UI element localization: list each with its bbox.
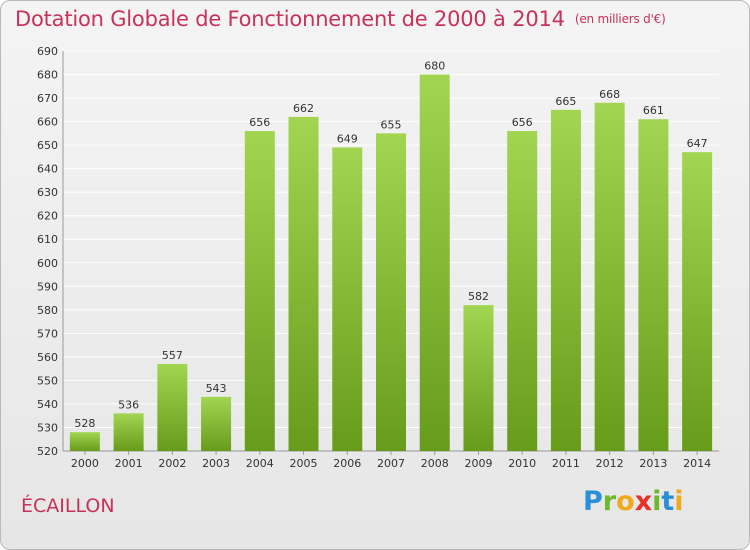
value-label-2001: 536: [118, 398, 139, 411]
bar-2008: [419, 74, 450, 451]
bars: [69, 74, 713, 452]
x-tick-label-2007: 2007: [377, 457, 405, 470]
unit-note: (en milliers d'€): [574, 12, 666, 26]
y-tick-label: 680: [37, 69, 58, 82]
x-tick-label-2013: 2013: [639, 457, 667, 470]
y-tick-label: 540: [37, 398, 58, 411]
bar-2004: [244, 131, 275, 451]
x-tick-label-2005: 2005: [290, 457, 318, 470]
x-tick-label-2009: 2009: [464, 457, 492, 470]
bar-2009: [463, 305, 494, 451]
bar-2000: [69, 432, 100, 451]
y-tick-label: 690: [37, 45, 58, 58]
value-label-2003: 543: [206, 382, 227, 395]
y-tick-label: 590: [37, 280, 58, 293]
value-label-2013: 661: [643, 104, 664, 117]
x-tick-label-2001: 2001: [115, 457, 143, 470]
x-tick-labels: 2000 2001 2002 2003 2004 2005 2006 2007 2008 2009…: [71, 457, 711, 470]
proxiti-logo: Proxiti: [583, 486, 684, 517]
value-label-2014: 647: [687, 137, 708, 150]
value-label-2011: 665: [555, 95, 576, 108]
y-tick-label: 600: [37, 257, 58, 270]
y-tick-labels: 520 530 540 550 560 570 580 590 600 610 620 630 640 6…: [37, 45, 58, 458]
y-tick-label: 550: [37, 374, 58, 387]
y-tick-label: 660: [37, 116, 58, 129]
value-label-2012: 668: [599, 88, 620, 101]
bar-2002: [157, 363, 188, 451]
y-tick-label: 630: [37, 186, 58, 199]
y-tick-label: 650: [37, 139, 58, 152]
x-tick-label-2010: 2010: [508, 457, 536, 470]
commune-name: ÉCAILLON: [21, 495, 115, 517]
bar-2007: [376, 133, 406, 451]
x-tick-label-2000: 2000: [71, 457, 99, 470]
y-tick-label: 620: [37, 210, 58, 223]
bar-2011: [550, 109, 581, 451]
bar-2014: [682, 152, 713, 452]
bar-2013: [638, 119, 669, 451]
y-tick-label: 520: [37, 445, 58, 458]
bar-2005: [288, 116, 319, 451]
bar-2010: [507, 131, 538, 451]
x-tick-label-2004: 2004: [246, 457, 274, 470]
value-label-2002: 557: [162, 349, 183, 362]
value-label-2008: 680: [424, 60, 445, 73]
y-tick-label: 610: [37, 233, 58, 246]
y-tick-label: 530: [37, 421, 58, 434]
y-tick-label: 580: [37, 304, 58, 317]
x-tick-label-2012: 2012: [596, 457, 624, 470]
x-tick-label-2014: 2014: [683, 457, 711, 470]
value-labels: 528 536 557 543 656 662 649 655 680 582 656 665 668 6…: [74, 60, 707, 431]
chart-title-text: Dotation Globale de Fonctionnement de 20…: [15, 7, 565, 31]
value-label-2004: 656: [249, 116, 270, 129]
bar-2003: [201, 396, 232, 451]
value-label-2010: 656: [512, 116, 533, 129]
value-label-2000: 528: [74, 417, 95, 430]
bar-2012: [594, 102, 625, 451]
y-tick-label: 560: [37, 351, 58, 364]
value-label-2009: 582: [468, 290, 489, 303]
x-tick-label-2008: 2008: [421, 457, 449, 470]
y-tick-label: 640: [37, 163, 58, 176]
y-tick-label: 570: [37, 327, 58, 340]
x-tick-label-2003: 2003: [202, 457, 230, 470]
value-label-2005: 662: [293, 102, 314, 115]
value-label-2006: 649: [337, 132, 358, 145]
bar-2006: [332, 147, 363, 451]
y-tick-label: 670: [37, 92, 58, 105]
x-tick-label-2011: 2011: [552, 457, 580, 470]
bar-2001: [113, 413, 144, 451]
x-tick-label-2002: 2002: [158, 457, 186, 470]
chart-title: Dotation Globale de Fonctionnement de 20…: [15, 7, 666, 31]
x-tick-label-2006: 2006: [333, 457, 361, 470]
value-label-2007: 655: [381, 118, 402, 131]
